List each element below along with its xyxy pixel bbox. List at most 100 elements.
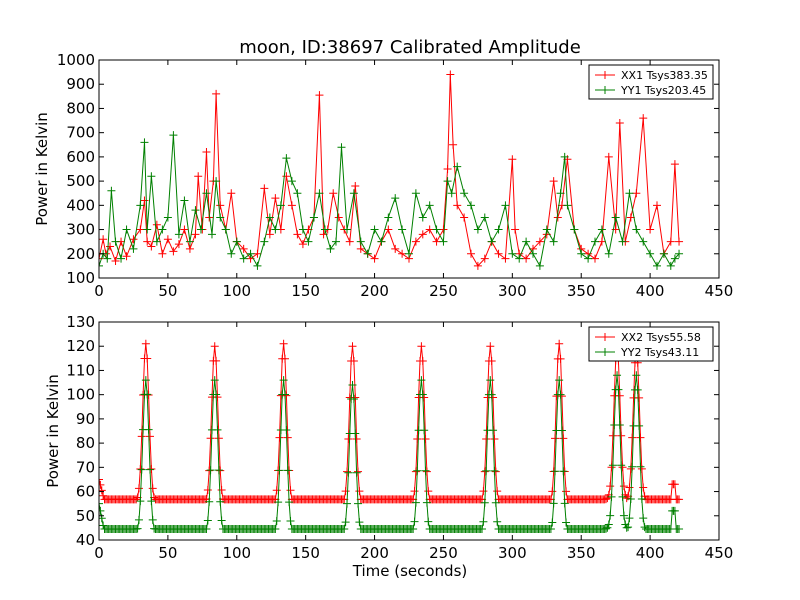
data-point [143,390,152,399]
bottom-series-markers-1 [99,339,684,504]
y-tick-label: 90 [76,410,95,428]
data-point [625,483,634,492]
y-tick-label: 80 [76,434,95,452]
data-point [355,518,364,527]
data-point [490,434,499,443]
data-point [214,434,223,443]
data-point [275,433,284,442]
top-plot-legend: XX1 Tsys383.35 YY1 Tsys203.45 [588,64,714,100]
data-point [556,354,565,363]
data-point [473,261,482,270]
data-point [628,462,637,471]
data-point [260,184,269,193]
x-tick-label: 450 [705,282,734,300]
legend-label: YY2 Tsys43.11 [620,346,699,359]
top-plot-ylabel: Power in Kelvin [33,112,51,226]
data-point [618,463,627,472]
data-point [473,225,482,234]
data-point [99,475,103,484]
data-point [548,518,557,527]
data-point [486,342,495,351]
data-point [212,89,221,98]
data-point [591,254,599,263]
data-point [103,254,112,263]
data-point [675,237,684,246]
data-point [424,487,433,496]
data-point [147,465,156,474]
data-point [557,392,566,401]
data-point [493,517,502,526]
data-point [417,342,426,351]
data-point [639,114,648,123]
data-point [439,225,448,234]
data-point [377,237,386,246]
data-point [283,466,292,475]
data-point [143,237,152,246]
legend-marker [601,348,609,356]
data-point [136,465,145,474]
data-point [639,237,648,246]
data-point [363,249,372,258]
data-point [549,177,558,186]
data-point [480,213,489,222]
x-tick-label: 400 [636,544,665,562]
data-point [144,391,153,400]
data-point [636,462,645,471]
data-point [158,249,167,258]
top-series-line-1 [99,74,680,267]
data-point [591,237,599,246]
data-point [549,499,558,508]
data-point [216,466,225,475]
data-point [331,237,340,246]
y-tick-label: 100 [66,386,95,404]
data-point [129,235,138,244]
data-point [205,466,214,475]
data-point [557,426,566,435]
data-point [298,225,307,234]
data-point [493,487,502,496]
data-point [637,464,646,473]
x-tick-label: 300 [498,282,527,300]
data-point [345,237,354,246]
data-point [174,230,183,239]
x-tick-label: 200 [360,282,389,300]
x-tick-label: 450 [705,544,734,562]
data-point [633,385,642,394]
data-point [391,194,400,203]
data-point [608,431,617,440]
legend-marker [601,86,609,94]
bottom-plot: 0 50 100 150 200 250 300 350 400 450 40 50 60 70 80 90 1… [44,313,733,562]
data-point [134,515,143,524]
data-point [194,172,203,181]
bottom-plot-frame [98,321,720,541]
data-point [185,237,194,246]
data-point [501,254,510,263]
data-point [491,498,500,507]
data-point [479,487,488,496]
data-point [304,237,313,246]
top-series-markers-2 [99,131,684,270]
data-point [191,206,200,215]
data-point [210,342,219,351]
data-point [675,495,684,504]
data-point [152,220,161,229]
data-point [666,261,675,270]
data-point [354,467,363,476]
data-point [341,487,350,496]
data-point [370,225,379,234]
bottom-plot-ticks: 0 50 100 150 200 250 300 350 400 450 40 50 60 70 80 90 1… [66,313,733,562]
data-point [281,390,289,399]
data-point [143,354,152,363]
data-point [602,495,611,504]
data-point [147,172,156,181]
data-point [140,196,149,205]
data-point [298,240,307,249]
data-point [486,376,495,385]
legend-item: YY1 Tsys203.45 [595,84,706,97]
top-series-markers-1 [99,70,684,270]
figure-title: moon, ID:38697 Calibrated Amplitude [239,37,581,58]
data-point [169,247,178,256]
data-point [555,339,564,348]
data-point [560,499,569,508]
legend-box [588,326,714,362]
